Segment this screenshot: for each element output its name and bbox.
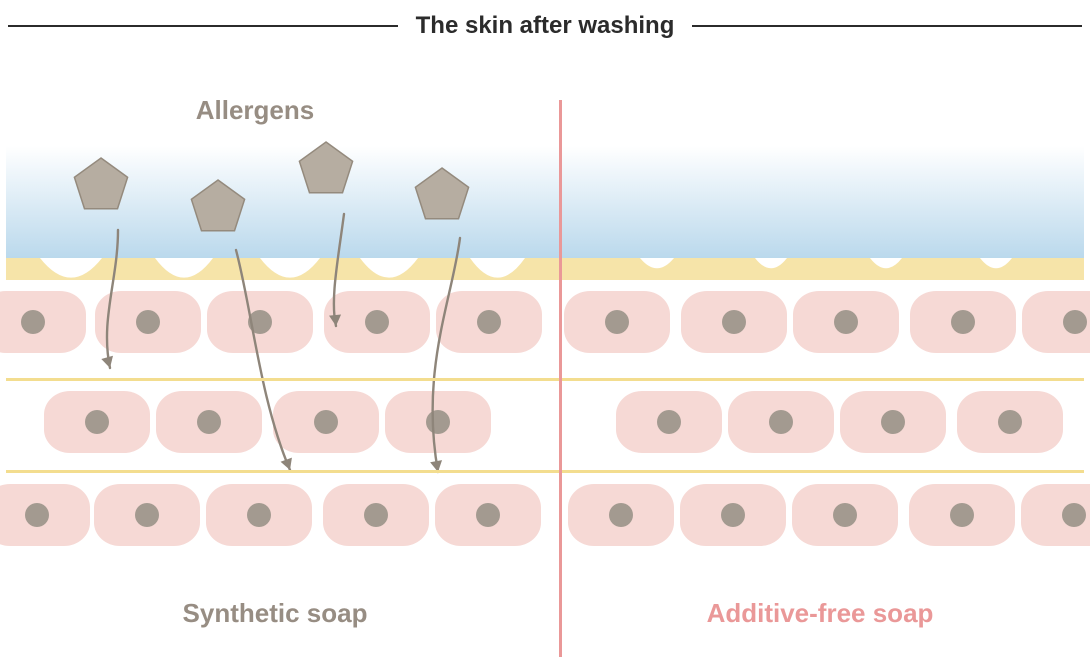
right-caption: Additive-free soap xyxy=(670,598,970,629)
skin-cell xyxy=(840,391,946,453)
arrow-head-icon xyxy=(101,356,116,370)
cell-nucleus xyxy=(950,503,974,527)
cell-nucleus xyxy=(951,310,975,334)
cell-nucleus xyxy=(1062,503,1086,527)
cell-nucleus xyxy=(136,310,160,334)
skin-cell xyxy=(44,391,150,453)
row-separator-2 xyxy=(6,470,1084,473)
allergens-label: Allergens xyxy=(105,95,405,126)
skin-cell xyxy=(273,391,379,453)
cell-nucleus xyxy=(833,503,857,527)
cell-nucleus xyxy=(247,503,271,527)
diagram-stage: The skin after washing Allergens Synthet… xyxy=(0,0,1090,657)
page-title: The skin after washing xyxy=(406,12,685,40)
cell-nucleus xyxy=(769,410,793,434)
skin-cell xyxy=(728,391,834,453)
cell-nucleus xyxy=(25,503,49,527)
skin-cell xyxy=(909,484,1015,546)
skin-cell xyxy=(0,291,86,353)
cell-nucleus xyxy=(721,503,745,527)
cell-nucleus xyxy=(477,310,501,334)
sky-gradient xyxy=(6,146,1084,260)
title-line-left xyxy=(8,25,398,27)
skin-cell xyxy=(793,291,899,353)
skin-cell xyxy=(0,484,90,546)
cell-nucleus xyxy=(364,503,388,527)
skin-cell xyxy=(568,484,674,546)
cell-nucleus xyxy=(197,410,221,434)
skin-cell xyxy=(564,291,670,353)
skin-cell xyxy=(323,484,429,546)
skin-cell xyxy=(957,391,1063,453)
skin-cell xyxy=(436,291,542,353)
cell-nucleus xyxy=(657,410,681,434)
skin-cell xyxy=(792,484,898,546)
skin-cell xyxy=(207,291,313,353)
skin-cell xyxy=(206,484,312,546)
cell-nucleus xyxy=(609,503,633,527)
cell-nucleus xyxy=(998,410,1022,434)
cell-nucleus xyxy=(1063,310,1087,334)
title-bar: The skin after washing xyxy=(0,12,1090,40)
skin-cell xyxy=(385,391,491,453)
cell-nucleus xyxy=(85,410,109,434)
cell-nucleus xyxy=(605,310,629,334)
skin-cell xyxy=(94,484,200,546)
lipid-layer xyxy=(6,258,1084,280)
arrow-head-icon xyxy=(329,315,342,327)
cell-nucleus xyxy=(135,503,159,527)
row-separator-1 xyxy=(6,378,1084,381)
skin-cell xyxy=(910,291,1016,353)
skin-cell xyxy=(435,484,541,546)
skin-cell xyxy=(681,291,787,353)
title-line-right xyxy=(692,25,1082,27)
cell-nucleus xyxy=(834,310,858,334)
arrow-path xyxy=(236,250,290,470)
cell-nucleus xyxy=(365,310,389,334)
cell-nucleus xyxy=(248,310,272,334)
skin-cell xyxy=(1021,484,1090,546)
left-caption: Synthetic soap xyxy=(125,598,425,629)
cell-nucleus xyxy=(426,410,450,434)
cell-nucleus xyxy=(314,410,338,434)
skin-cell xyxy=(1022,291,1090,353)
skin-cell xyxy=(156,391,262,453)
skin-cell xyxy=(616,391,722,453)
skin-cell xyxy=(680,484,786,546)
cell-nucleus xyxy=(21,310,45,334)
cell-nucleus xyxy=(881,410,905,434)
vertical-divider xyxy=(559,100,562,657)
skin-cell xyxy=(95,291,201,353)
cell-nucleus xyxy=(722,310,746,334)
skin-cell xyxy=(324,291,430,353)
cell-nucleus xyxy=(476,503,500,527)
